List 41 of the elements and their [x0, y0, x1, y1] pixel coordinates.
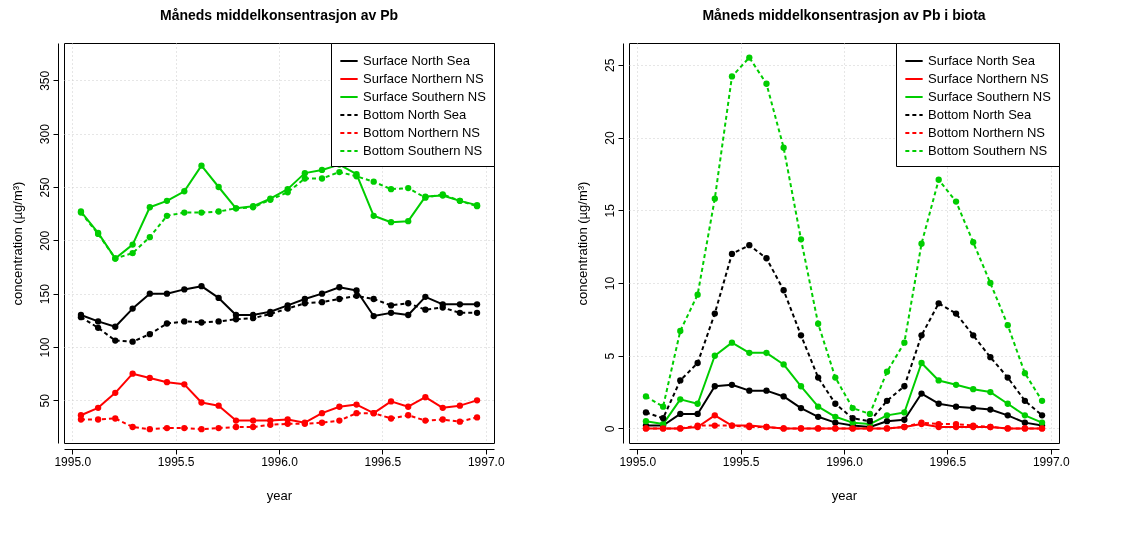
legend-label: Bottom Southern NS — [363, 143, 483, 158]
y-tick-label: 250 — [37, 177, 52, 198]
x-tick-label: 1997.0 — [467, 454, 505, 469]
y-tick-label: 150 — [37, 283, 52, 305]
y-tick-label: 10 — [602, 276, 617, 291]
legend-label: Surface Southern NS — [363, 89, 487, 104]
x-tick-label: 1995.5 — [157, 454, 195, 469]
y-tick-label: 25 — [602, 58, 617, 72]
y-tick-label: 50 — [37, 393, 52, 408]
y-tick-label: 20 — [602, 131, 617, 145]
legend-label: Surface Northern NS — [363, 71, 484, 86]
x-axis-title: year — [831, 487, 858, 503]
legend-label: Surface North Sea — [928, 53, 1036, 68]
legend-label: Surface North Sea — [363, 53, 471, 68]
x-axis-title: year — [266, 487, 293, 503]
x-tick-label: 1997.0 — [1032, 454, 1070, 469]
legend-label: Surface Northern NS — [928, 71, 1049, 86]
y-axis-title: concentration (µg/m³) — [9, 181, 25, 306]
x-tick-label: 1996.0 — [826, 454, 864, 469]
x-tick-label: 1995.0 — [619, 454, 657, 469]
x-tick-label: 1995.5 — [722, 454, 760, 469]
y-tick-label: 350 — [37, 70, 52, 91]
x-tick-label: 1996.5 — [929, 454, 967, 469]
legend-label: Bottom North Sea — [928, 107, 1033, 122]
y-tick-label: 200 — [37, 230, 52, 251]
y-tick-label: 0 — [602, 425, 617, 433]
legend-label: Bottom North Sea — [363, 107, 468, 122]
chart-title: Måneds middelkonsentrasjon av Pb — [159, 6, 399, 23]
x-tick-label: 1995.0 — [54, 454, 92, 469]
x-tick-label: 1996.5 — [364, 454, 402, 469]
y-axis-title: concentration (µg/m³) — [574, 181, 590, 306]
legend-label: Bottom Northern NS — [928, 125, 1046, 140]
legend-label: Bottom Northern NS — [363, 125, 481, 140]
legend-label: Surface Southern NS — [928, 89, 1052, 104]
legend-label: Bottom Southern NS — [928, 143, 1048, 158]
y-tick-label: 5 — [602, 352, 617, 360]
x-tick-label: 1996.0 — [261, 454, 299, 469]
y-tick-label: 100 — [37, 337, 52, 358]
y-tick-label: 300 — [37, 123, 52, 145]
chart-title: Måneds middelkonsentrasjon av Pb i biota — [702, 6, 986, 23]
y-tick-label: 15 — [602, 203, 617, 218]
